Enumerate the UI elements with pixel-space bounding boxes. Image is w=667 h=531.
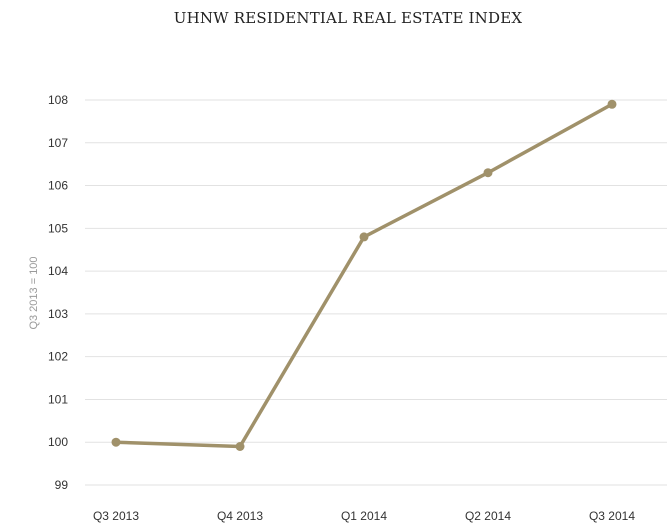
y-tick-label: 101 <box>48 392 68 406</box>
series-line <box>114 102 614 449</box>
x-tick-label: Q1 2014 <box>341 509 387 523</box>
y-tick-label: 107 <box>48 136 68 150</box>
y-axis: 99 100 101 102 103 104 105 106 107 108 <box>48 93 68 492</box>
data-point-q4-2013 <box>235 442 245 451</box>
data-point-q1-2014 <box>359 232 369 242</box>
y-tick-label: 103 <box>48 307 68 321</box>
chart-title: UHNW RESIDENTIAL REAL ESTATE INDEX <box>174 9 523 27</box>
x-tick-label: Q3 2014 <box>589 509 635 523</box>
x-tick-label: Q2 2014 <box>465 509 511 523</box>
grid <box>85 99 667 486</box>
x-tick-label: Q4 2013 <box>217 509 263 523</box>
data-point-q3-2013 <box>111 437 121 447</box>
y-tick-label: 99 <box>55 478 69 492</box>
x-axis: Q3 2013 Q4 2013 Q1 2014 Q2 2014 Q3 2014 <box>93 509 635 523</box>
data-point-q3-2014 <box>607 99 617 109</box>
y-axis-label: Q3 2013 = 100 <box>28 256 40 329</box>
y-tick-label: 104 <box>48 264 68 278</box>
y-tick-label: 106 <box>48 179 68 193</box>
y-tick-label: 105 <box>48 221 68 235</box>
series <box>111 99 617 451</box>
y-tick-label: 100 <box>48 435 68 449</box>
y-tick-label: 108 <box>48 93 68 107</box>
y-tick-label: 102 <box>48 350 68 364</box>
x-tick-label: Q3 2013 <box>93 509 139 523</box>
data-point-q2-2014 <box>483 168 493 178</box>
